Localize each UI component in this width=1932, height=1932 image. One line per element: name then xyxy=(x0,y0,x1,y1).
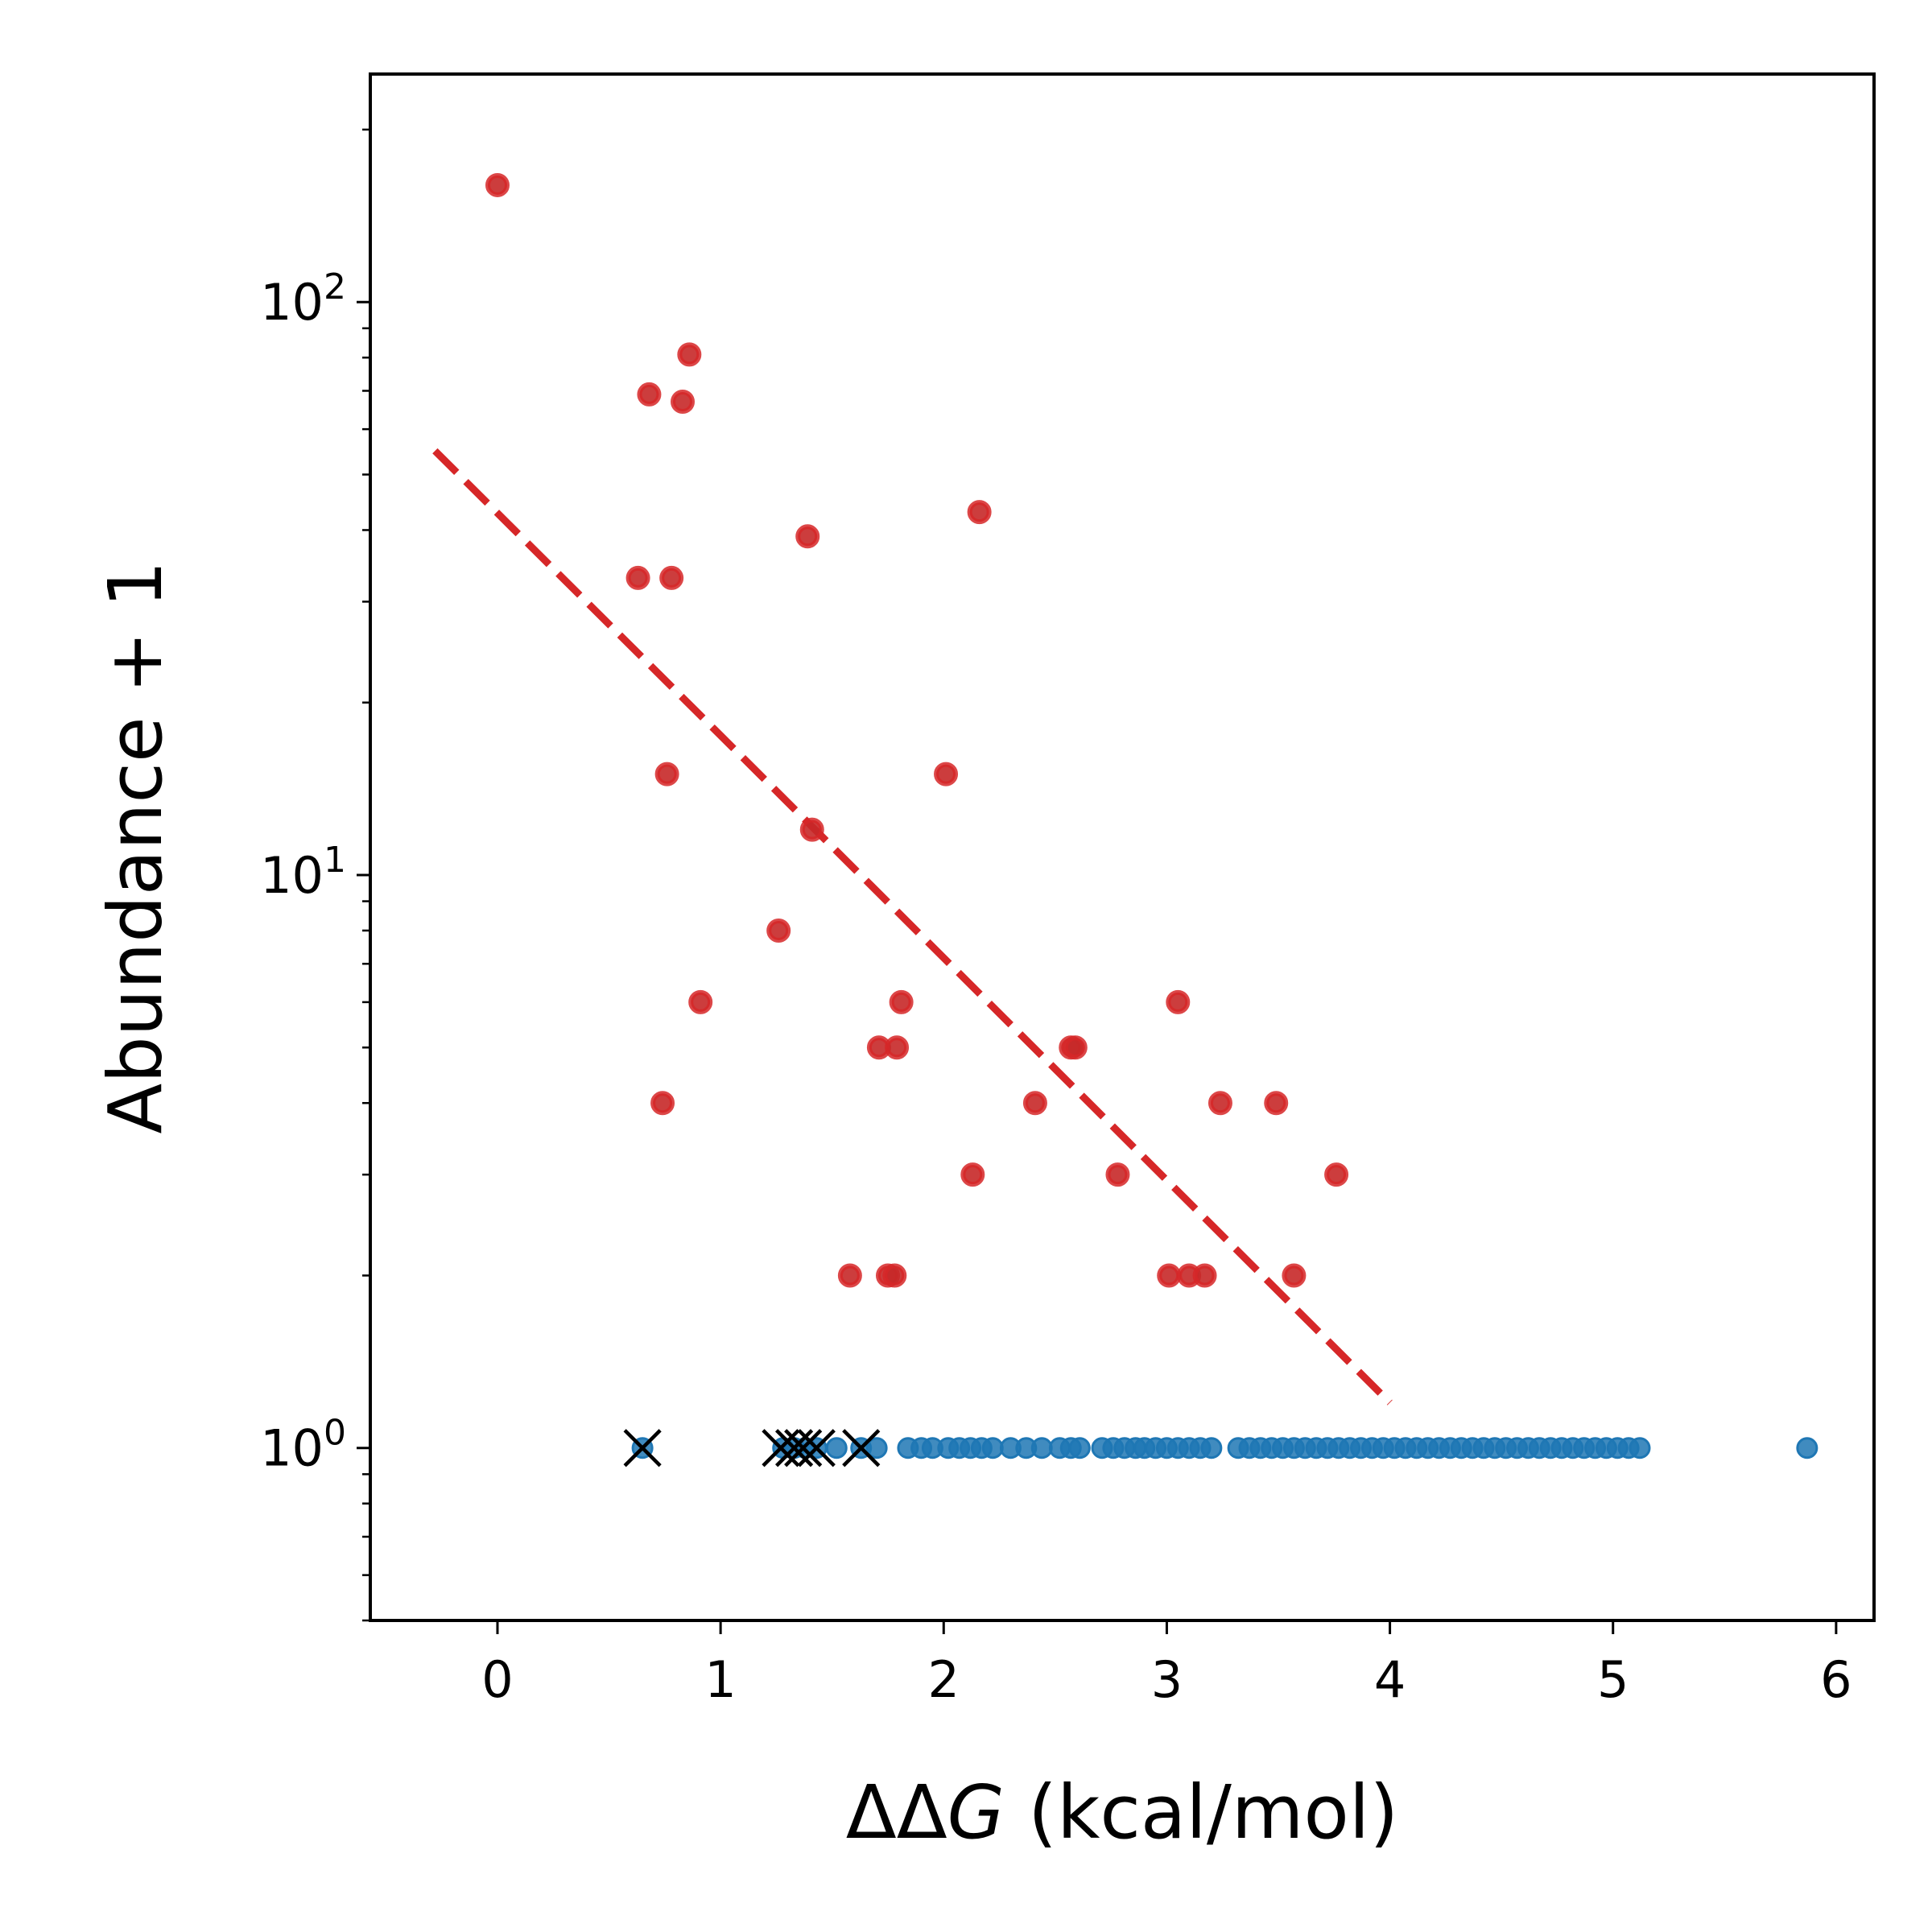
observed-point xyxy=(688,989,713,1014)
observed-point xyxy=(650,1091,675,1116)
excluded-point-marker xyxy=(623,1429,662,1468)
points-layer xyxy=(485,172,1818,1468)
x-tick-label: 5 xyxy=(1597,1650,1629,1709)
unobserved-point xyxy=(825,1437,848,1459)
observed-point xyxy=(1157,1263,1182,1288)
observed-point xyxy=(1264,1091,1289,1116)
y-tick-label: 101 xyxy=(260,840,346,905)
unobserved-point xyxy=(1030,1437,1053,1459)
y-tick-label: 100 xyxy=(260,1413,346,1478)
unobserved-point xyxy=(1629,1437,1651,1459)
observed-point xyxy=(795,524,820,549)
observed-point xyxy=(659,565,684,590)
observed-point xyxy=(934,762,959,786)
plot-frame xyxy=(369,72,1876,1622)
unobserved-point xyxy=(981,1437,1004,1459)
observed-point xyxy=(960,1162,985,1187)
observed-point xyxy=(885,1035,910,1060)
observed-point xyxy=(485,172,510,197)
unobserved-point xyxy=(1796,1437,1818,1459)
x-tick-label: 4 xyxy=(1374,1650,1406,1709)
observed-point xyxy=(677,342,702,367)
observed-point xyxy=(1192,1263,1217,1288)
y-axis-ticks: 100 101 102 xyxy=(260,266,370,1478)
y-tick-label: 102 xyxy=(260,266,346,332)
observed-point xyxy=(882,1263,907,1288)
plot-area xyxy=(432,172,1818,1468)
unobserved-point xyxy=(1068,1437,1091,1459)
observed-point xyxy=(889,989,914,1014)
x-tick-label: 0 xyxy=(481,1650,513,1709)
observed-point xyxy=(1022,1091,1047,1116)
excluded-point-marker xyxy=(842,1429,881,1468)
observed-point xyxy=(1166,989,1191,1014)
x-tick-label: 1 xyxy=(704,1650,736,1709)
observed-point xyxy=(625,565,650,590)
y-axis-label: Abundance + 1 xyxy=(93,560,179,1133)
observed-point xyxy=(654,762,679,786)
observed-point xyxy=(766,918,791,943)
x-tick-label: 2 xyxy=(928,1650,960,1709)
observed-point xyxy=(1063,1035,1088,1060)
fit-line-layer xyxy=(432,448,1393,1406)
excluded-point-marker xyxy=(784,1429,823,1468)
observed-point xyxy=(671,390,696,415)
observed-point xyxy=(837,1263,862,1288)
observed-point xyxy=(1282,1263,1307,1288)
observed-point xyxy=(1324,1162,1349,1187)
observed-point xyxy=(967,500,992,525)
x-tick-label: 6 xyxy=(1820,1650,1852,1709)
observed-point xyxy=(1105,1162,1130,1187)
observed-point xyxy=(1208,1091,1232,1116)
unobserved-point xyxy=(865,1437,888,1459)
x-tick-label: 3 xyxy=(1151,1650,1183,1709)
excluded-point-marker xyxy=(797,1429,836,1468)
x-axis-ticks: 0 1 2 3 4 5 6 xyxy=(481,1620,1852,1709)
x-axis-label: ΔΔG (kcal/mol) xyxy=(846,1769,1398,1856)
unobserved-point xyxy=(1200,1437,1223,1459)
observed-point xyxy=(799,817,824,842)
fit-line xyxy=(432,448,1393,1406)
observed-point xyxy=(637,382,662,407)
